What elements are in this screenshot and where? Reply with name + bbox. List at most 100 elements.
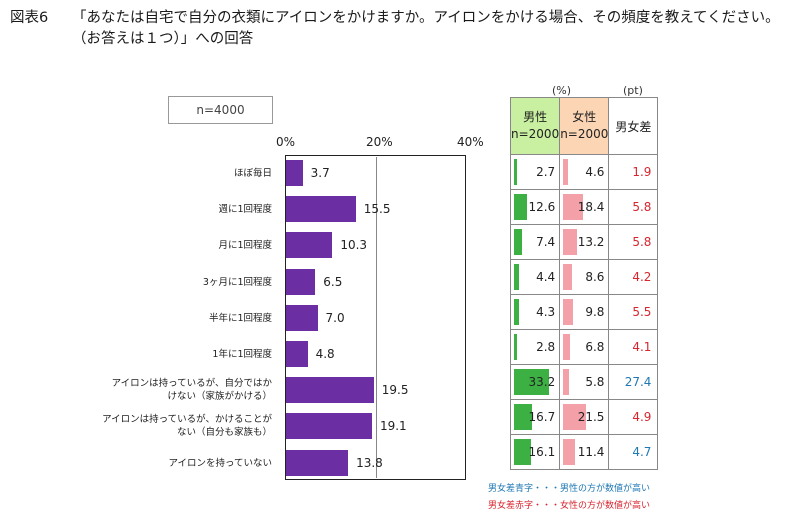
male-cell: 2.7 — [509, 154, 561, 190]
female-value: 13.2 — [577, 235, 605, 249]
diff-value: 5.5 — [632, 305, 652, 319]
table-row: 2.7 4.6 1.9 — [509, 154, 659, 190]
bar — [286, 160, 303, 186]
female-bar — [563, 369, 570, 395]
female-value: 6.8 — [585, 340, 605, 354]
male-value: 4.4 — [536, 270, 556, 284]
gridline-20 — [376, 157, 377, 478]
male-cell: 16.1 — [509, 434, 561, 470]
table-row: 16.1 11.4 4.7 — [509, 434, 659, 470]
female-cell: 8.6 — [559, 259, 610, 295]
chart-title: 図表6 「あなたは自宅で自分の衣類にアイロンをかけますか。アイロンをかける場合、そ… — [10, 8, 780, 50]
female-header-n: n=2000 — [560, 127, 609, 141]
female-value: 21.5 — [577, 410, 605, 424]
plot-area — [285, 155, 466, 480]
diff-header: 男女差 — [608, 97, 659, 155]
female-value: 18.4 — [577, 200, 605, 214]
table-row: 4.3 9.8 5.5 — [509, 294, 659, 330]
x-tick-label: 0% — [276, 135, 296, 149]
male-bar — [514, 299, 519, 325]
diff-cell: 4.7 — [608, 434, 659, 470]
bar — [286, 413, 372, 440]
female-bar — [563, 194, 583, 220]
female-bar — [563, 229, 578, 255]
diff-value: 4.9 — [632, 410, 652, 424]
category-label: 半年に1回程度 — [102, 312, 272, 325]
category-label: アイロンは持っているが、かけることが ない（自分も家族も） — [102, 413, 272, 439]
female-value: 9.8 — [585, 305, 605, 319]
female-cell: 18.4 — [559, 189, 610, 225]
female-value: 11.4 — [577, 445, 605, 459]
male-bar — [514, 439, 531, 465]
x-tick-label: 40% — [457, 135, 484, 149]
male-value: 16.7 — [528, 410, 556, 424]
female-bar — [563, 299, 574, 325]
male-value: 12.6 — [528, 200, 556, 214]
bar — [286, 196, 356, 223]
male-cell: 4.4 — [509, 259, 561, 295]
male-bar — [514, 194, 528, 220]
female-header: 女性 n=2000 — [559, 97, 610, 155]
table-row: 33.2 5.8 27.4 — [509, 364, 659, 400]
gender-table: 男性 n=2000 女性 n=2000 男女差 2.7 4.6 1.9 12.6 18.… — [509, 97, 659, 470]
bar — [286, 268, 316, 295]
category-label-line: アイロンは持っているが、かけることが — [102, 414, 272, 426]
male-value: 16.1 — [528, 445, 556, 459]
male-cell: 7.4 — [509, 224, 561, 260]
diff-cell: 4.1 — [608, 329, 659, 365]
male-header: 男性 n=2000 — [509, 97, 561, 155]
unit-pt: (pt) — [623, 84, 643, 97]
diff-value: 5.8 — [632, 235, 652, 249]
male-bar — [514, 229, 522, 255]
bar — [286, 377, 374, 404]
bar — [286, 304, 318, 331]
category-label-line: ない（自分も家族も） — [176, 427, 272, 439]
diff-cell: 5.8 — [608, 224, 659, 260]
female-cell: 5.8 — [559, 364, 610, 400]
bar-value-label: 3.7 — [310, 166, 330, 180]
female-cell: 4.6 — [559, 154, 610, 190]
category-label: アイロンは持っているが、自分ではか けない（家族がかける） — [102, 377, 272, 403]
category-label-line: 半年に1回程度 — [208, 312, 272, 324]
legend-blue-note: 男女差青字・・・男性の方が数値が高い — [488, 484, 651, 494]
female-cell: 9.8 — [559, 294, 610, 330]
category-label: アイロンを持っていない — [102, 457, 272, 470]
bar-value-label: 6.5 — [323, 274, 343, 289]
table-row: 7.4 13.2 5.8 — [509, 224, 659, 260]
male-value: 7.4 — [536, 235, 556, 249]
figure-number: 図表6 — [10, 10, 49, 26]
male-cell: 2.8 — [509, 329, 561, 365]
female-bar — [563, 439, 576, 465]
x-tick-label: 20% — [366, 135, 393, 149]
female-bar — [563, 404, 586, 430]
male-value: 4.3 — [536, 305, 556, 319]
title-line-2: （お答えは１つ）」への回答 — [72, 31, 254, 47]
male-bar — [514, 334, 517, 360]
category-label: 3ヶ月に1回程度 — [102, 276, 272, 289]
male-value: 2.8 — [536, 340, 556, 354]
unit-percent: (%) — [552, 84, 572, 97]
diff-value: 4.1 — [632, 340, 652, 354]
female-cell: 6.8 — [559, 329, 610, 365]
category-label: 週に1回程度 — [102, 203, 272, 216]
category-label: 1年に1回程度 — [102, 348, 272, 361]
category-label-line: 週に1回程度 — [218, 204, 272, 216]
female-bar — [563, 264, 573, 290]
male-header-label: 男性 — [523, 110, 548, 124]
bar-value-label: 19.1 — [379, 419, 407, 434]
male-cell: 4.3 — [509, 294, 561, 330]
bar-value-label: 7.0 — [325, 310, 345, 325]
male-value: 2.7 — [536, 165, 556, 179]
female-value: 8.6 — [585, 270, 605, 284]
category-label: ほぼ毎日 — [102, 167, 272, 180]
table-row: 2.8 6.8 4.1 — [509, 329, 659, 365]
male-cell: 16.7 — [509, 399, 561, 435]
category-label: 月に1回程度 — [102, 239, 272, 252]
diff-value: 27.4 — [624, 375, 652, 389]
diff-cell: 27.4 — [608, 364, 659, 400]
bar-value-label: 4.8 — [315, 347, 335, 361]
male-bar — [514, 264, 519, 290]
female-bar — [563, 159, 569, 185]
table-row: 4.4 8.6 4.2 — [509, 259, 659, 295]
bar-value-label: 13.8 — [356, 455, 383, 470]
